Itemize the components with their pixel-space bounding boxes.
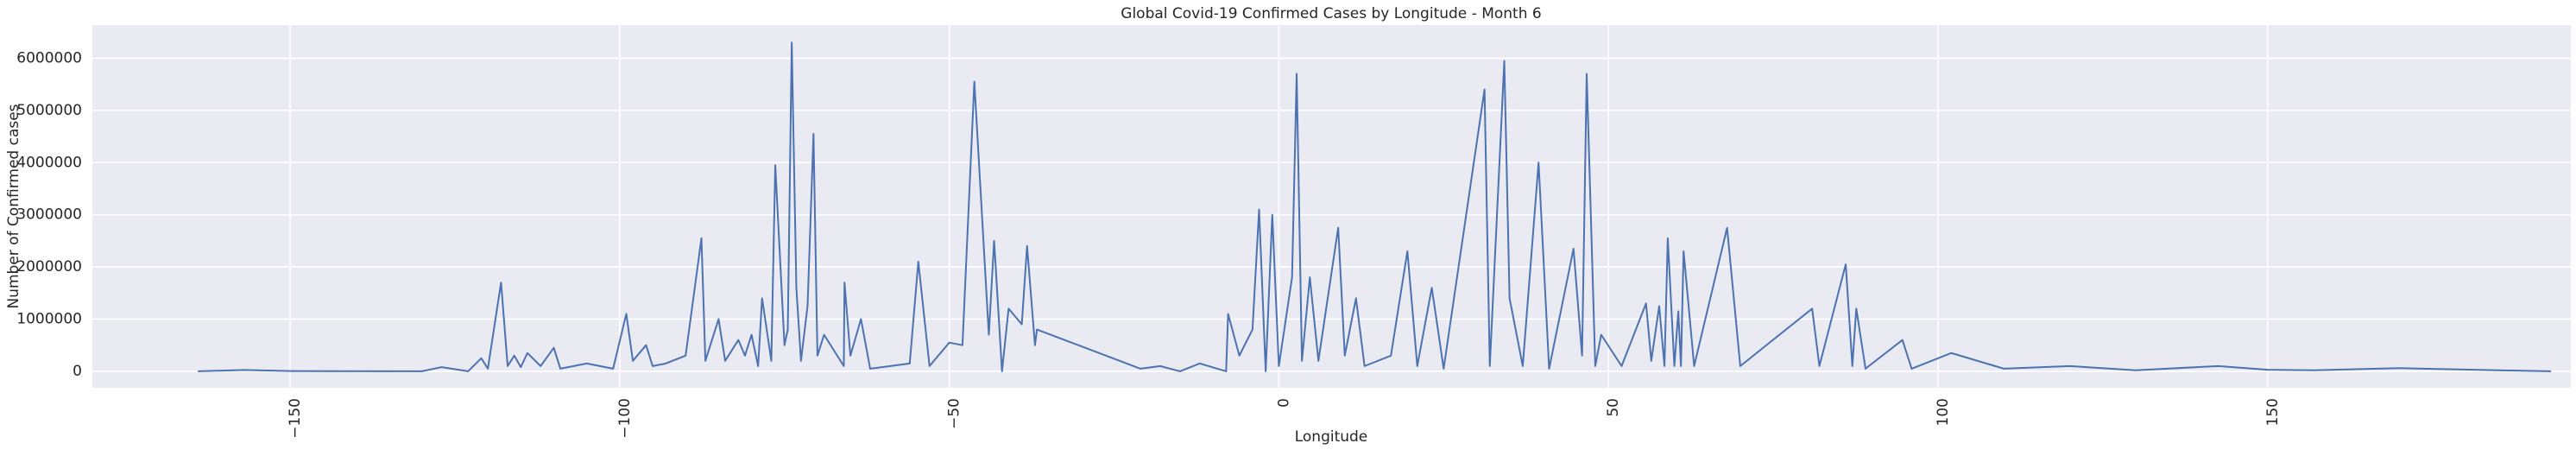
- x-tick-label: −100: [616, 398, 634, 439]
- y-tick-label: 1000000: [16, 310, 82, 327]
- plot-area: [92, 25, 2571, 388]
- y-tick-label: 2000000: [16, 258, 82, 276]
- y-tick-label: 0: [73, 363, 82, 380]
- y-tick-label: 5000000: [16, 102, 82, 119]
- x-tick-label: −50: [946, 398, 963, 429]
- y-tick-label: 6000000: [16, 49, 82, 66]
- y-tick-label: 3000000: [16, 206, 82, 224]
- x-axis-label: Longitude: [1295, 428, 1368, 446]
- x-tick-label: 100: [1935, 398, 1952, 426]
- y-axis-label: Number of Confirmed cases: [5, 104, 22, 308]
- x-tick-label: 0: [1275, 398, 1292, 408]
- x-tick-label: 50: [1605, 398, 1622, 417]
- x-tick-label: 150: [2264, 398, 2282, 426]
- data-line: [198, 41, 2552, 372]
- y-tick-label: 4000000: [16, 154, 82, 171]
- chart-title: Global Covid-19 Confirmed Cases by Longi…: [1121, 5, 1541, 22]
- x-tick-label: −150: [287, 398, 304, 439]
